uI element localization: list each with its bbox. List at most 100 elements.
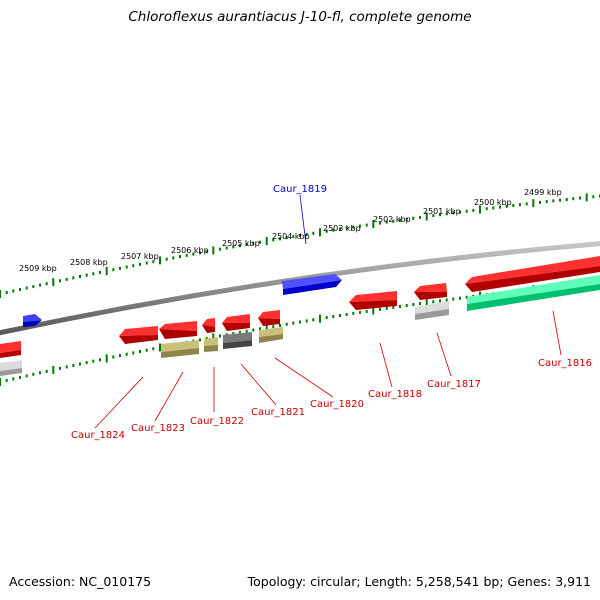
minor-tick: [259, 240, 261, 244]
minor-tick: [252, 328, 255, 332]
minor-tick: [72, 364, 75, 367]
minor-tick: [432, 300, 435, 304]
scale-label: 2509 kbp: [19, 264, 57, 273]
minor-tick: [92, 272, 95, 276]
gene-caur-1818[interactable]: [349, 291, 397, 310]
scale-label: 2505 kbp: [222, 239, 260, 248]
minor-tick: [365, 223, 368, 227]
gene-left-edge[interactable]: [0, 341, 22, 376]
major-tick: [52, 278, 55, 287]
major-tick: [105, 267, 108, 275]
gene-label-caur-1816[interactable]: Caur_1816: [538, 358, 592, 369]
minor-tick: [452, 297, 455, 301]
minor-tick: [65, 277, 68, 281]
gene-label-caur-1821[interactable]: Caur_1821: [251, 407, 305, 418]
minor-tick: [379, 221, 381, 225]
minor-tick: [365, 309, 368, 313]
minor-tick: [412, 303, 415, 306]
gene-caur-1820[interactable]: [258, 310, 283, 343]
gene-caur-1821[interactable]: [222, 314, 252, 349]
minor-tick: [165, 257, 168, 261]
minor-tick: [305, 232, 308, 236]
minor-tick: [539, 200, 541, 204]
major-tick: [585, 193, 588, 202]
minor-tick: [392, 305, 395, 309]
gene-label-caur-1820[interactable]: Caur_1820: [310, 399, 364, 410]
minor-tick: [279, 323, 281, 327]
minor-tick: [185, 253, 188, 257]
minor-tick: [592, 195, 595, 199]
major-tick: [372, 306, 375, 315]
minor-tick: [285, 236, 288, 240]
minor-tick: [99, 270, 101, 274]
minor-tick: [339, 314, 341, 317]
minor-tick: [12, 289, 15, 293]
gene-label-caur-1817[interactable]: Caur_1817: [427, 379, 481, 390]
gene-caur-1822[interactable]: [202, 318, 218, 352]
minor-tick: [85, 361, 88, 365]
gene-label-caur-1818[interactable]: Caur_1818: [368, 389, 422, 400]
minor-tick: [65, 365, 68, 369]
minor-tick: [205, 337, 208, 340]
reverse-strand-features: [0, 275, 600, 376]
minor-tick: [465, 209, 468, 213]
minor-tick: [572, 197, 575, 201]
major-tick: [479, 205, 481, 214]
minor-tick: [119, 266, 121, 270]
minor-tick: [439, 213, 441, 217]
minor-tick: [259, 327, 261, 331]
major-tick: [105, 354, 108, 363]
major-tick: [159, 256, 161, 265]
minor-tick: [285, 322, 288, 326]
gene-label-caur-1824[interactable]: Caur_1824: [71, 430, 125, 441]
minor-tick: [239, 244, 241, 248]
gene-label-caur-1822[interactable]: Caur_1822: [190, 416, 244, 427]
gene-labels: Caur_1819 Caur_1824 Caur_1823 Caur_1822 …: [71, 184, 592, 441]
minor-tick: [505, 204, 508, 208]
gene-caur-1819[interactable]: [282, 274, 342, 295]
minor-tick: [385, 306, 388, 310]
gene-caur-1817[interactable]: [414, 283, 447, 300]
minor-tick: [59, 279, 61, 283]
gene-caur-1816[interactable]: [465, 256, 600, 292]
minor-tick: [352, 225, 355, 229]
gene-caur-1823[interactable]: [159, 321, 199, 358]
accession-text: Accession: NC_010175: [9, 574, 152, 589]
minor-tick: [145, 348, 148, 352]
scale-label: 2502 kbp: [373, 215, 411, 224]
major-tick: [212, 333, 215, 342]
gene-caur-1824[interactable]: [119, 326, 158, 344]
gene-caur-1817-rna[interactable]: [415, 301, 449, 320]
major-tick: [52, 365, 55, 374]
minor-tick: [332, 315, 335, 319]
minor-tick: [245, 329, 248, 333]
minor-tick: [392, 219, 395, 223]
minor-tick: [92, 359, 95, 363]
gene-label-caur-1819[interactable]: Caur_1819: [273, 184, 327, 195]
major-tick: [425, 298, 428, 307]
minor-tick: [472, 208, 475, 212]
minor-tick: [405, 217, 408, 221]
map-title: Chloroflexus aurantiacus J-10-fl, comple…: [128, 9, 472, 25]
minor-tick: [312, 318, 315, 322]
major-tick: [0, 290, 1, 298]
minor-tick: [112, 355, 115, 359]
minor-tick: [339, 227, 341, 231]
minor-tick: [579, 196, 581, 200]
minor-tick: [132, 351, 135, 355]
gene-caur-1816-rna[interactable]: [467, 275, 600, 311]
minor-tick: [19, 288, 21, 291]
scale-label: 2507 kbp: [121, 252, 159, 261]
forward-strand-features: [23, 256, 600, 327]
scale-label: 2504 kbp: [272, 232, 310, 241]
gene-label-caur-1823[interactable]: Caur_1823: [131, 423, 185, 434]
minor-tick: [139, 262, 141, 266]
minor-tick: [399, 218, 401, 222]
minor-tick: [412, 216, 415, 220]
minor-tick: [79, 275, 81, 278]
minor-tick: [119, 354, 121, 358]
minor-tick: [359, 310, 361, 314]
major-tick: [532, 199, 535, 208]
minor-tick: [499, 205, 501, 209]
gene-blue-small[interactable]: [23, 314, 42, 327]
